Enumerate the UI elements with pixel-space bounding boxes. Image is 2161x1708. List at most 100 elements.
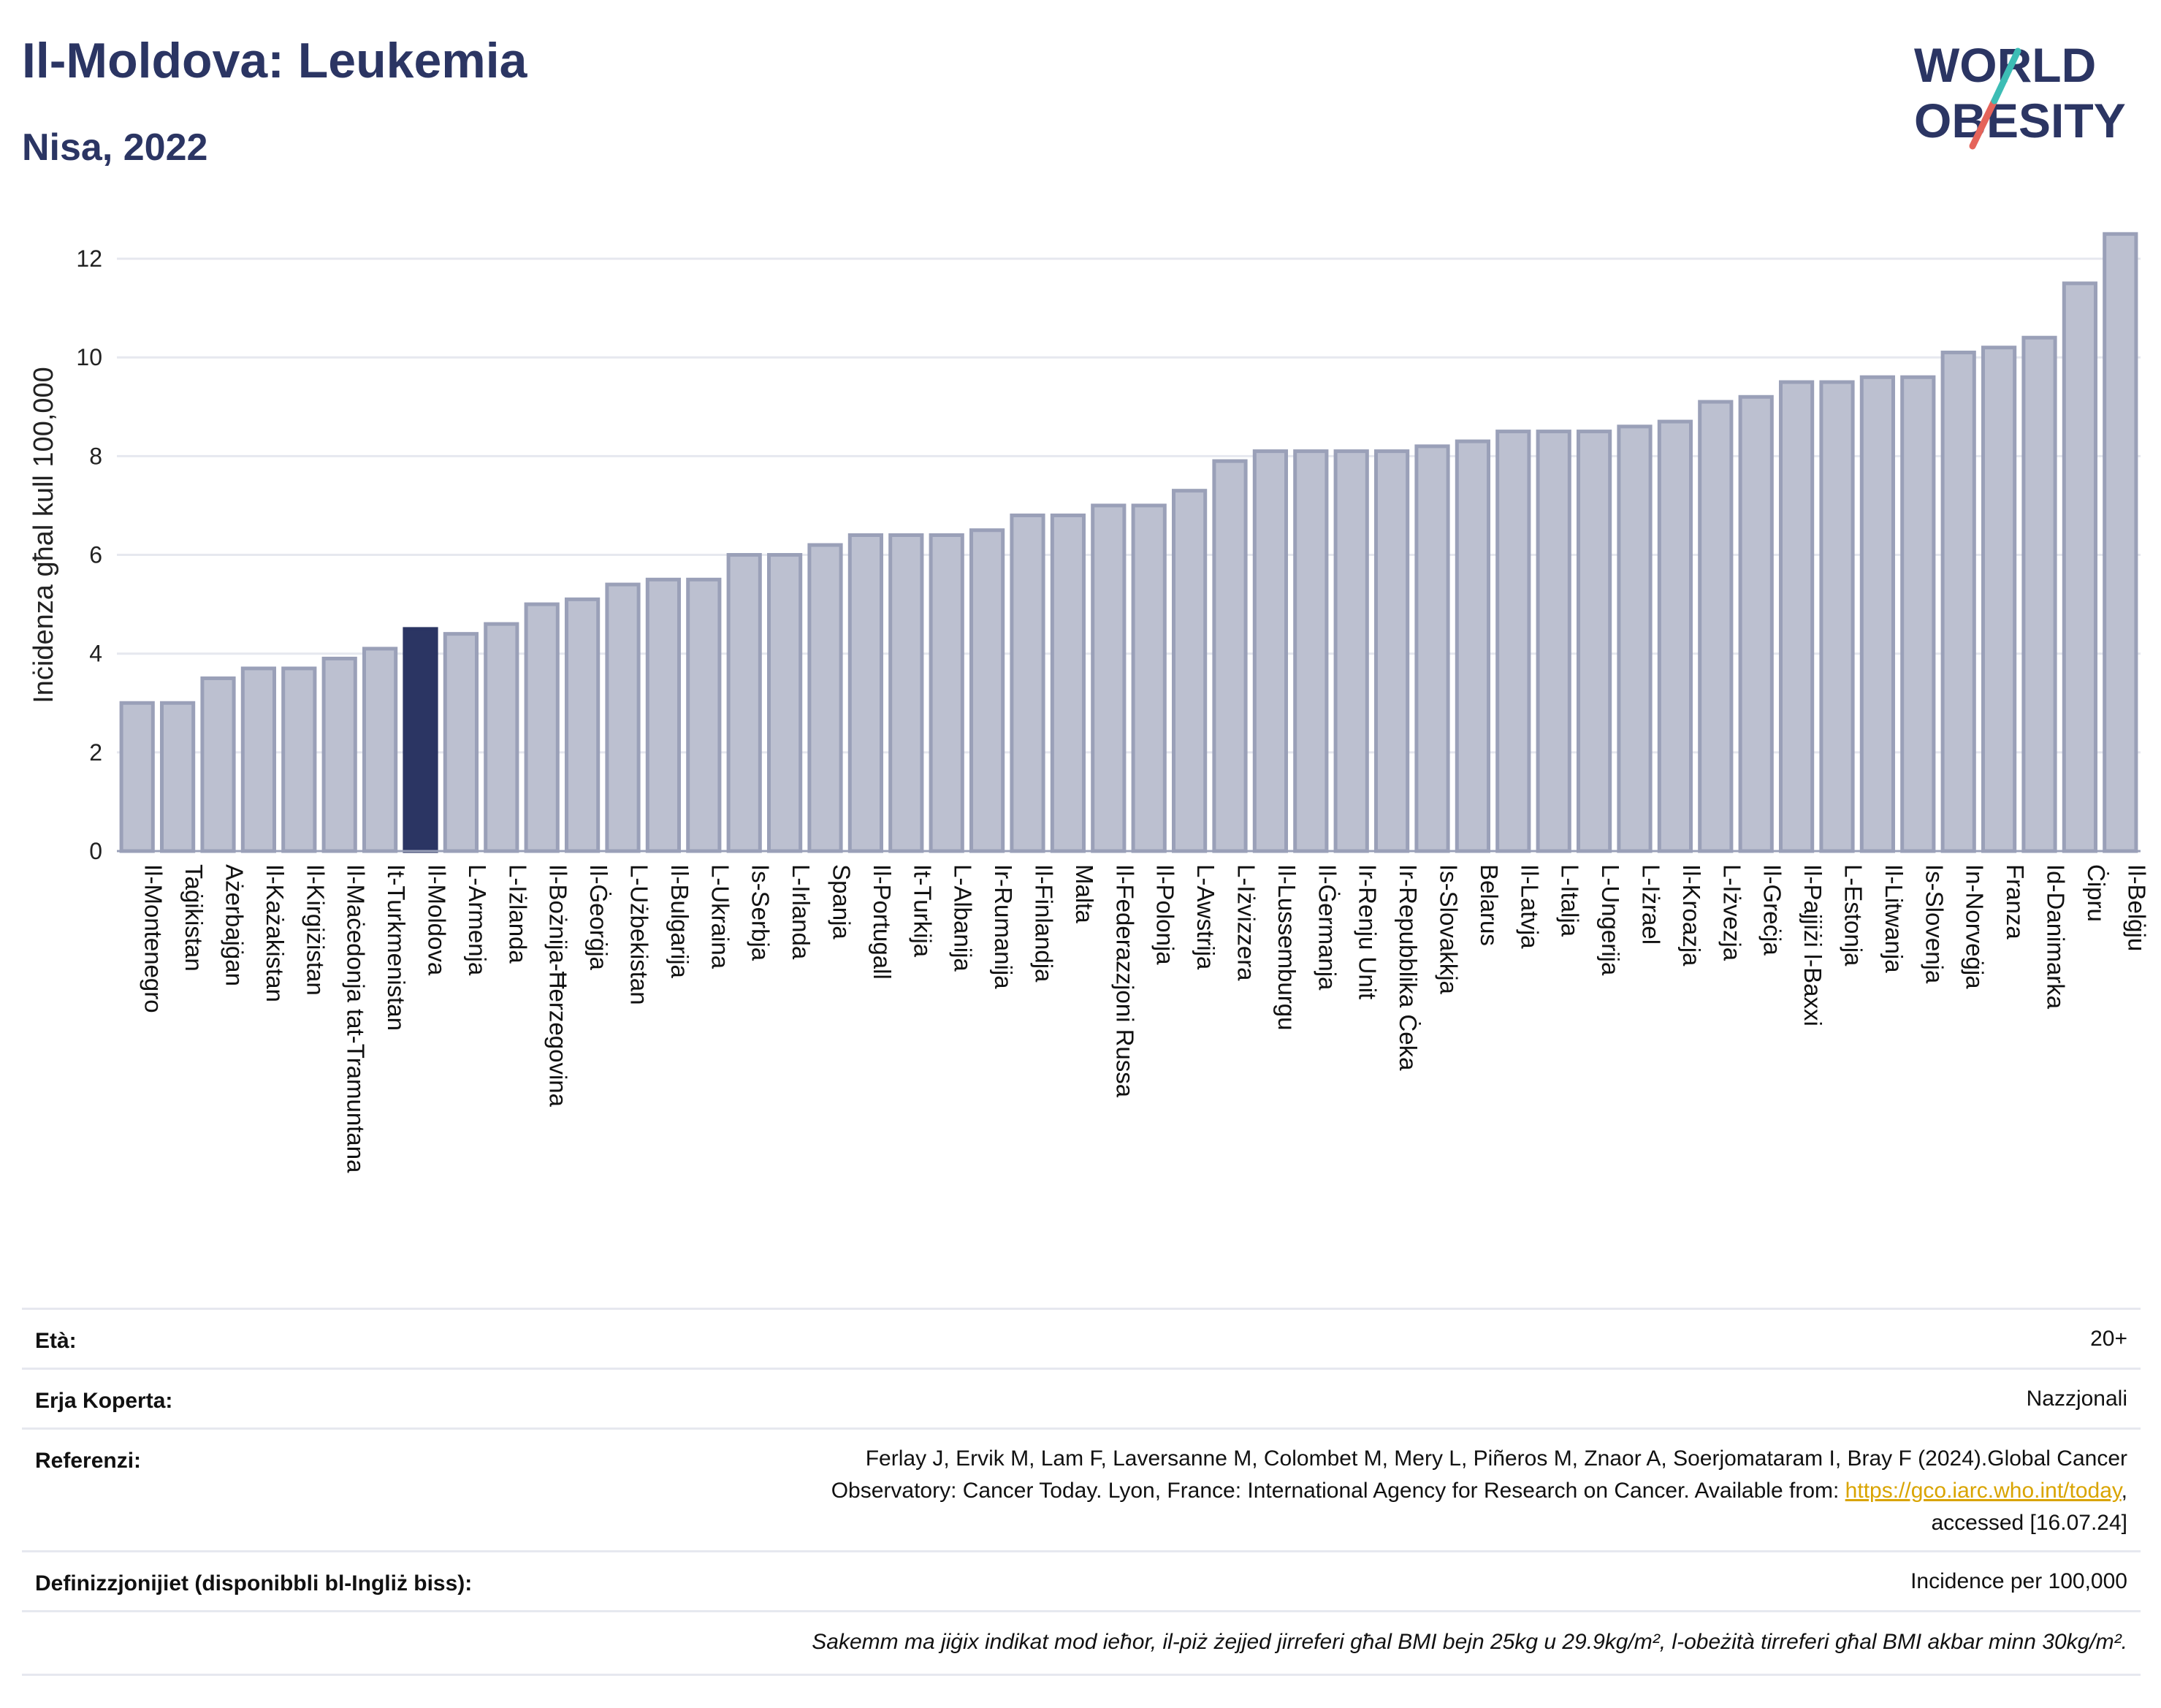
x-tick-label: L-Albanija [950,864,977,972]
x-tick-label: Il-Lussemburgu [1273,864,1300,1030]
x-tick-label: Ċipru [2083,864,2110,922]
y-tick-label: 8 [89,443,102,469]
x-tick-label: Il-Litwanja [1880,864,1907,973]
x-tick-label: Ir-Repubblika Ċeka [1395,864,1422,1071]
x-tick-label: Id-Danimarka [2043,864,2070,1010]
y-tick-label: 12 [76,245,102,272]
x-tick-label: Ażerbajġan [221,864,248,986]
x-tick-label: Ir-Renju Unit [1354,864,1381,999]
x-tick-label: L-Użbekistan [626,864,653,1005]
x-tick-label: Il-Ġeorġja [585,864,612,971]
bar [321,656,357,853]
references-link[interactable]: https://gco.iarc.who.int/today [1845,1479,2122,1503]
x-tick-label: L-Armenja [464,864,491,976]
references-value: Ferlay J, Ervik M, Lam F, Laversanne M, … [831,1443,2127,1539]
bar [159,701,196,853]
references-label: Referenzi: [35,1449,142,1473]
x-tick-label: Il-Ġermanja [1314,864,1341,991]
bar [1778,380,1815,853]
bar [1414,444,1450,853]
x-tick-label: Ir-Rumanija [990,864,1017,989]
bar [1940,350,1976,853]
x-tick-label: Il-Belġju [2123,864,2150,951]
bar [1010,513,1045,853]
bar [2062,281,2098,853]
x-tick-label: Belarus [1476,864,1503,946]
x-tick-label: L-Iżvezja [1718,864,1745,961]
bar [564,597,601,853]
x-tick-label: L-Estonja [1840,864,1867,967]
x-tick-label: Il-Finlandja [1031,864,1058,983]
x-tick-label: L-Iżrael [1638,864,1665,945]
x-tick-label: L-Irlanda [788,864,815,960]
x-tick-label: Is-Slovakkja [1436,864,1463,995]
bar [1091,503,1127,853]
bar [847,533,884,853]
bar [403,627,438,853]
x-tick-label: In-Norveġja [1962,864,1989,989]
bar [1293,449,1329,853]
definitions-label: Definizzjonijiet (disponibbli bl-Ingliż … [35,1571,473,1595]
bar [362,647,398,853]
bar [726,553,762,853]
x-tick-label: Taġikistan [180,864,207,972]
info-row-age: Età: 20+ [22,1308,2141,1370]
world-obesity-logo: WORLD OBESITY [1914,38,2126,150]
x-tick-label: Il-Kroazja [1678,864,1705,967]
bar [807,543,843,853]
references-line2: Observatory: Cancer Today. Lyon, France:… [831,1479,2127,1503]
logo-line2: OBESITY [1914,94,2126,148]
x-tick-label: Il-Portugall [869,864,896,980]
x-tick-label: Il-Bożnija-Ħerzegovina [545,864,572,1107]
y-tick-label: 2 [89,739,102,766]
x-tick-label: Il-Moldova [424,864,451,976]
x-tick-label: L-Ungerija [1597,864,1624,976]
bar [1576,430,1612,853]
footnote: Sakemm ma jiġix indikat mod ieħor, il-pi… [812,1630,2127,1654]
x-tick-label: L-Iżvizzera [1233,864,1260,981]
bar [1495,430,1531,853]
bar [929,533,964,853]
y-tick-label: 0 [89,838,102,864]
area-value: Nazzjonali [2026,1387,2127,1411]
bar [1252,449,1289,853]
x-tick-label: Il-Greċja [1759,864,1786,956]
bar [686,577,722,853]
x-tick-label: Il-Pajjiżi l-Baxxi [1799,864,1826,1026]
bar [766,553,803,853]
bar [119,701,155,853]
bar [888,533,924,853]
age-value: 20+ [2090,1327,2127,1351]
x-tick-label: L-Italja [1557,864,1584,937]
bar [645,577,682,853]
page-title: Il-Moldova: Leukemia [22,33,527,88]
y-tick-label: 10 [76,344,102,370]
x-tick-label: L-Ukraina [706,864,733,969]
bar [1900,375,1936,853]
x-tick-label: Malta [1071,864,1098,923]
bar [1333,449,1369,853]
bar [240,666,277,853]
bar [1859,375,1896,853]
x-tick-label: Il-Latvja [1516,864,1543,949]
bar [281,666,317,853]
bar [1657,419,1693,853]
x-tick-label: Il-Polonja [1152,864,1179,965]
y-axis-label: Inċidenza għal kull 100,000 [28,367,59,704]
bar [1981,346,2017,853]
bar [200,676,236,853]
bar [969,528,1005,853]
bar [605,582,641,853]
bar [1819,380,1855,853]
area-label: Erja Koperta: [35,1389,173,1413]
age-label: Età: [35,1329,77,1353]
x-tick-label: Il-Bulgarija [666,864,693,979]
info-row-references: Referenzi: Ferlay J, Ervik M, Lam F, Lav… [22,1427,2141,1552]
x-tick-label: It-Turkija [909,864,936,958]
y-tick-label: 4 [89,641,102,667]
bar [1373,449,1410,853]
info-row-area: Erja Koperta: Nazzjonali [22,1368,2141,1430]
info-row-definitions: Definizzjonijiet (disponibbli bl-Ingliż … [22,1550,2141,1612]
bar [1738,394,1774,853]
references-line3: accessed [16.07.24] [1931,1511,2127,1535]
